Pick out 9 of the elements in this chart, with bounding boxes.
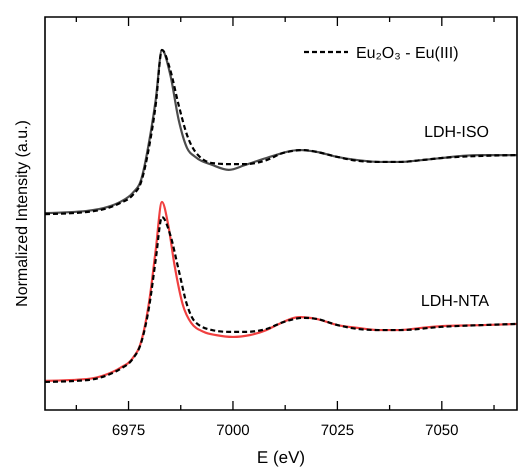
series-label: LDH-NTA bbox=[420, 292, 490, 310]
x-axis-title: E (eV) bbox=[256, 448, 306, 467]
legend-label: Eu₂O₃ - Eu(III) bbox=[356, 45, 459, 62]
series-label: LDH-ISO bbox=[424, 124, 489, 142]
x-tick-label: 7000 bbox=[216, 422, 250, 439]
x-tick-label: 6975 bbox=[112, 422, 146, 439]
x-tick-label: 7025 bbox=[320, 422, 354, 439]
y-axis-title: Normalized Intensity (a.u.) bbox=[14, 120, 31, 307]
x-tick-label: 7050 bbox=[425, 422, 458, 439]
